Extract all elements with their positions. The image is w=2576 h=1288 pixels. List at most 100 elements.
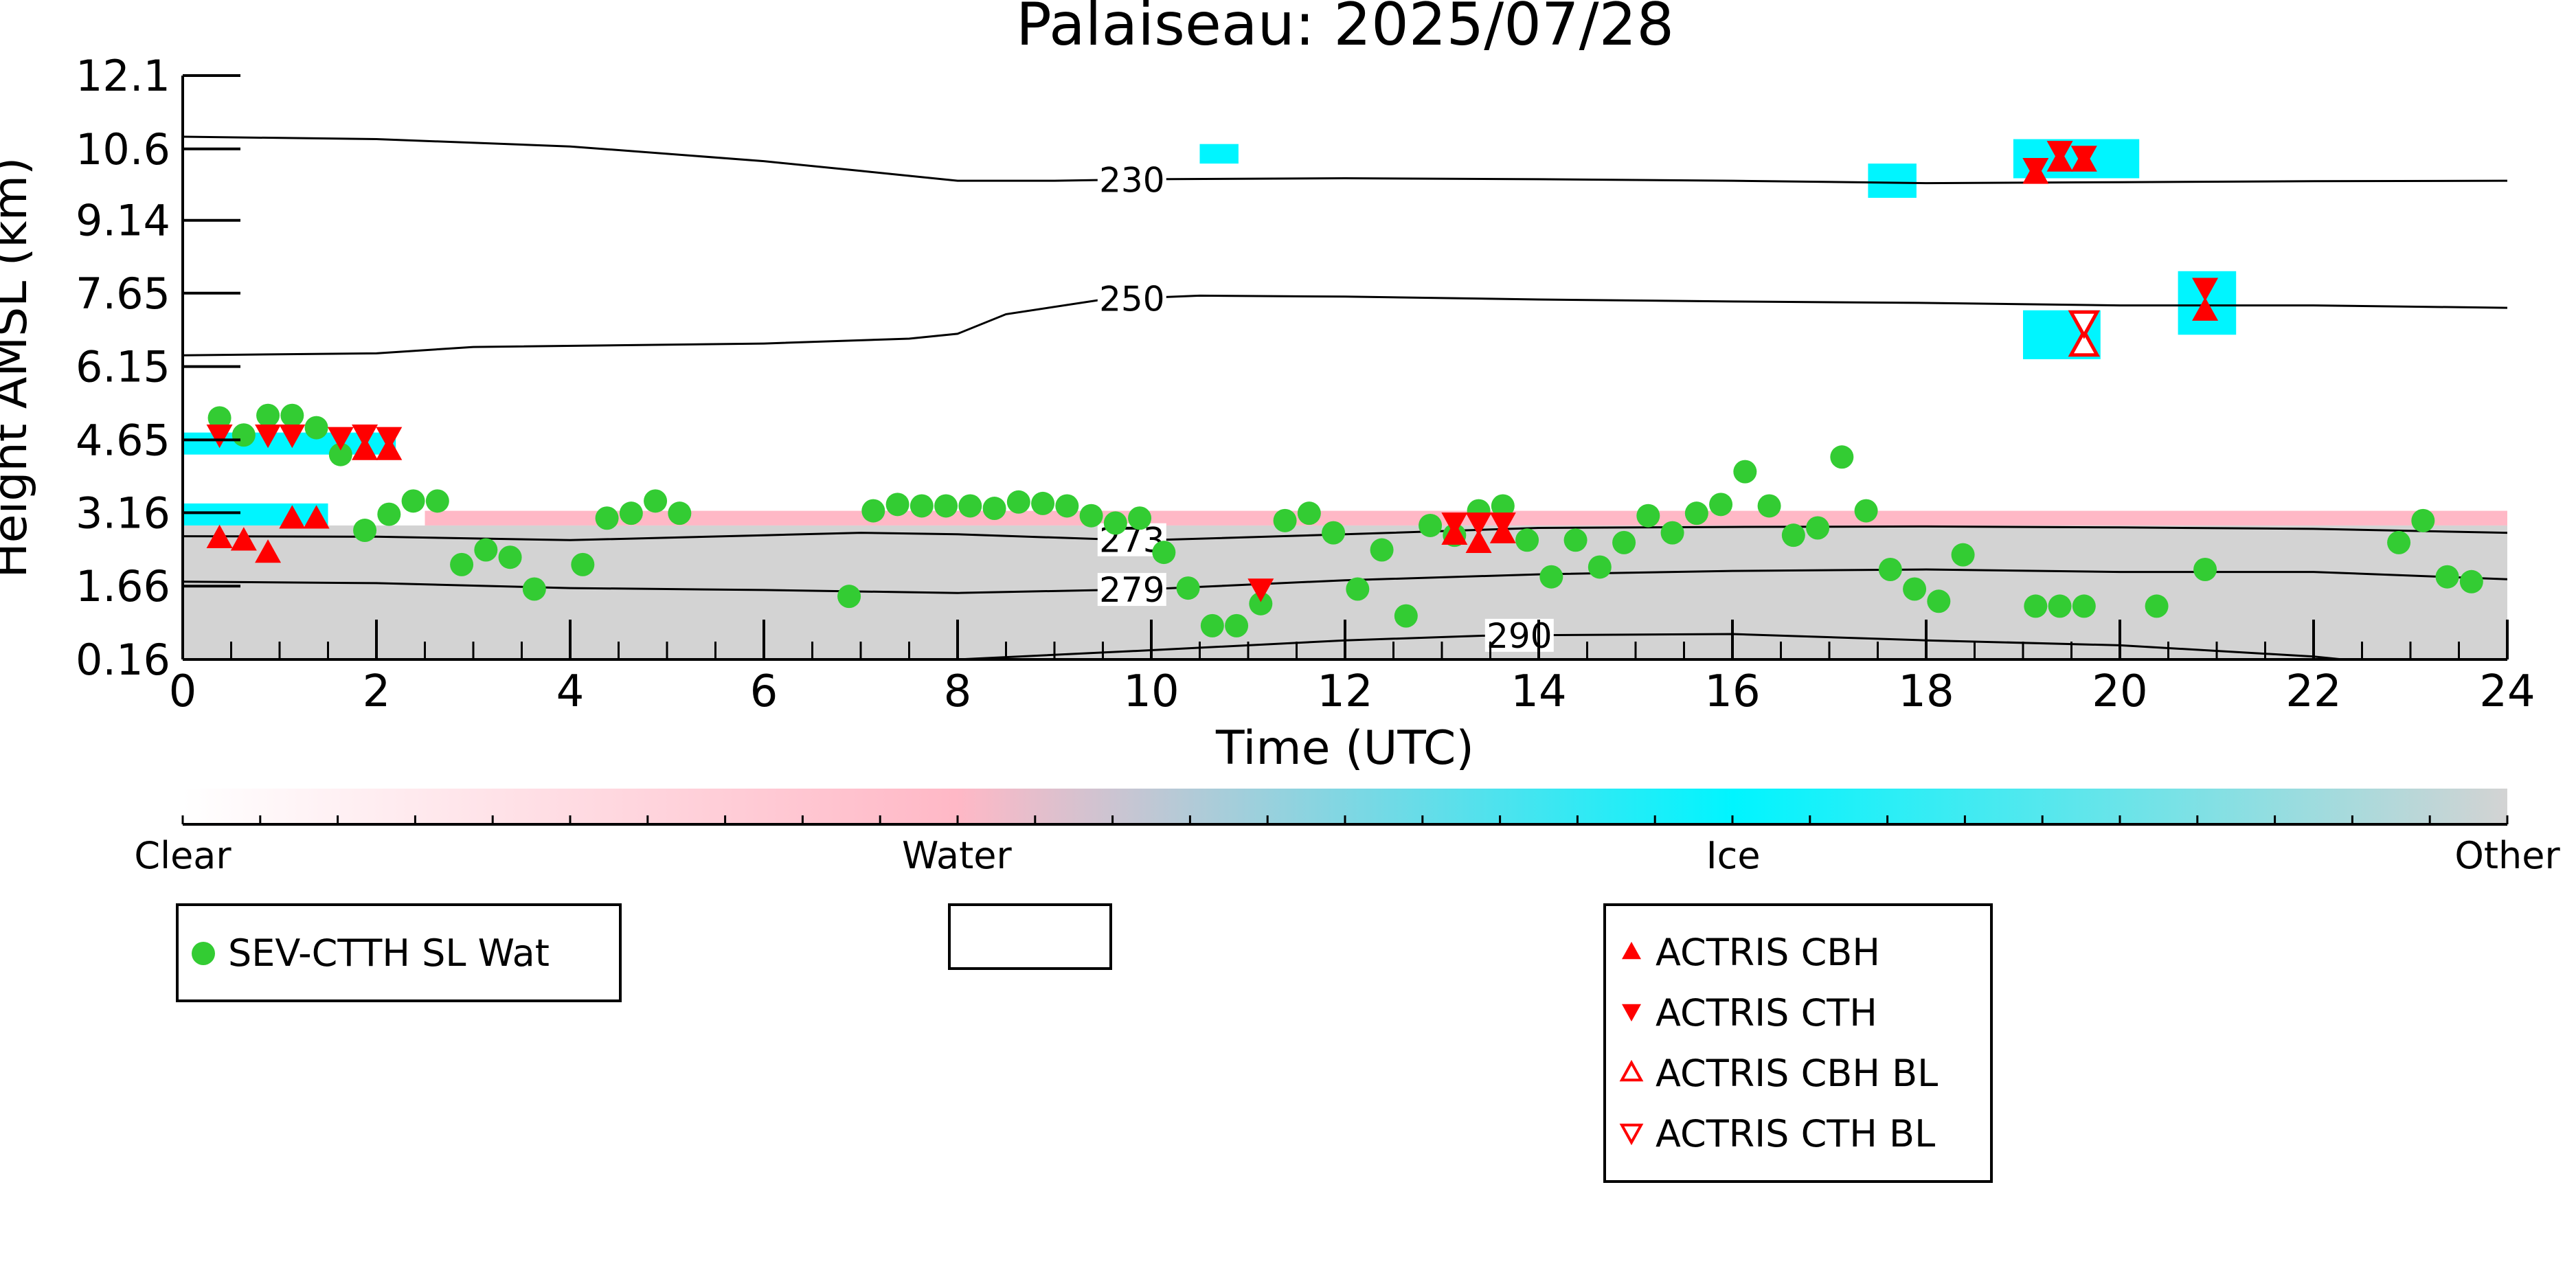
sev-ctth-sl-wat-marker xyxy=(1709,493,1733,517)
y-tick-label: 4.65 xyxy=(76,415,170,465)
sev-ctth-sl-wat-marker xyxy=(2024,594,2048,618)
sev-ctth-sl-wat-marker xyxy=(1322,521,1346,545)
isotherm-label-bg-279 xyxy=(1097,573,1166,607)
sev-ctth-sl-wat-marker xyxy=(1346,577,1370,601)
x-axis-label: Time (UTC) xyxy=(1215,721,1474,776)
x-tick-label: 10 xyxy=(1123,666,1179,717)
sev-ctth-sl-wat-marker xyxy=(1200,613,1224,637)
sev-ctth-sl-wat-marker xyxy=(571,552,595,576)
y-axis-ticks: 0.16 1.66 3.16 4.65 6.15 7.65 9.14 10.6 12.1 xyxy=(76,51,240,685)
cloud-region-ice xyxy=(1868,163,1917,198)
x-tick-label: 12 xyxy=(1317,666,1372,717)
sev-ctth-sl-wat-marker xyxy=(1419,513,1443,537)
colorbar-label-clear: Clear xyxy=(134,834,231,877)
sev-ctth-sl-wat-marker xyxy=(401,489,425,513)
sev-ctth-sl-wat-marker xyxy=(934,494,958,518)
sev-ctth-sl-wat-marker xyxy=(1249,591,1273,615)
isotherm-label-250: 250 xyxy=(1099,279,1164,319)
sev-ctth-sl-wat-marker xyxy=(619,501,643,526)
actris-cth-marker xyxy=(376,427,403,451)
legend-label-actris-cth: ACTRIS CTH xyxy=(1656,991,1877,1035)
sev-ctth-sl-wat-marker xyxy=(958,494,982,518)
sev-ctth-sl-wat-marker xyxy=(1152,541,1176,565)
legend-left: SEV-CTTH SL Wat xyxy=(176,903,622,1002)
legend-left-box xyxy=(176,903,622,1002)
y-tick-label: 1.66 xyxy=(76,561,170,611)
actris-cbh-marker xyxy=(352,436,379,460)
actris-cth-marker xyxy=(2022,158,2049,182)
sev-ctth-sl-wat-marker xyxy=(595,506,619,530)
x-tick-label: 16 xyxy=(1704,666,1760,717)
y-tick-label: 10.6 xyxy=(76,124,170,174)
legend-label-sev: SEV-CTTH SL Wat xyxy=(228,931,550,975)
x-tick-label: 18 xyxy=(1898,666,1954,717)
sev-ctth-sl-wat-marker xyxy=(1830,445,1854,469)
sev-ctth-sl-wat-marker xyxy=(2048,594,2072,618)
x-tick-label: 22 xyxy=(2285,666,2341,717)
legend-right-box xyxy=(1603,903,1993,1183)
sev-ctth-sl-wat-marker xyxy=(1006,490,1030,514)
y-tick-label: 9.14 xyxy=(76,196,170,246)
sev-ctth-sl-wat-marker xyxy=(1225,613,1249,637)
actris-cbh-marker xyxy=(279,505,306,529)
data-series xyxy=(206,141,2483,637)
legend-marker-actris-cbh-bl xyxy=(1619,1059,1644,1082)
y-axis-label: Height AMSL (km) xyxy=(0,157,38,578)
y-tick-label: 3.16 xyxy=(76,488,170,538)
actris-cbh-marker xyxy=(230,527,257,551)
x-tick-label: 20 xyxy=(2092,666,2147,717)
sev-ctth-sl-wat-marker xyxy=(1636,504,1660,528)
actris-cth-marker xyxy=(206,425,233,449)
actris-cbh-marker xyxy=(206,524,233,548)
isotherm-label-bg-290 xyxy=(1484,618,1554,652)
cloud-region-ice xyxy=(1199,144,1239,164)
sev-ctth-sl-wat-marker xyxy=(885,493,909,517)
x-tick-label: 14 xyxy=(1511,666,1566,717)
chart-title: Palaiseau: 2025/07/28 xyxy=(1016,0,1674,59)
legend-right: ACTRIS CBH ACTRIS CTH ACTRIS CBH BL ACTRIS … xyxy=(1603,903,1993,1183)
sev-ctth-sl-wat-marker xyxy=(2072,594,2096,618)
y-tick-label: 7.65 xyxy=(76,269,170,319)
legend-marker-actris-cth xyxy=(1622,1004,1641,1021)
y-tick-label: 0.16 xyxy=(76,635,170,685)
legend-label-actris-cth-bl: ACTRIS CTH BL xyxy=(1656,1112,1935,1155)
sev-ctth-sl-wat-marker xyxy=(1539,565,1563,589)
isotherm-line-279 xyxy=(183,568,2507,594)
sev-ctth-sl-wat-marker xyxy=(1079,504,1103,528)
sev-ctth-sl-wat-marker xyxy=(2435,565,2459,589)
sev-ctth-sl-wat-marker xyxy=(1297,501,1321,526)
sev-ctth-sl-wat-marker xyxy=(2387,530,2411,554)
colorbar-label-ice: Ice xyxy=(1706,834,1761,877)
sev-ctth-sl-wat-marker xyxy=(353,519,377,543)
sev-ctth-sl-wat-marker xyxy=(837,585,861,609)
sev-ctth-sl-wat-marker xyxy=(1128,506,1152,530)
sev-ctth-sl-wat-marker xyxy=(1878,558,1902,582)
sev-ctth-sl-wat-marker xyxy=(1055,494,1079,518)
sev-ctth-sl-wat-marker xyxy=(644,489,668,513)
actris-cbh-bl-marker xyxy=(2068,328,2101,357)
legend-empty-box xyxy=(948,903,1112,970)
sev-ctth-sl-wat-marker xyxy=(1927,589,1951,613)
sev-ctth-sl-wat-marker xyxy=(450,552,474,576)
actris-cbh-marker xyxy=(255,539,282,563)
actris-cbh-marker xyxy=(303,505,330,529)
sev-ctth-sl-wat-marker xyxy=(1031,491,1055,515)
actris-cth-marker xyxy=(2192,278,2219,302)
actris-cth-marker xyxy=(1441,512,1468,536)
sev-ctth-sl-wat-marker xyxy=(522,577,546,601)
x-tick-label: 0 xyxy=(169,666,197,717)
sev-ctth-sl-wat-marker xyxy=(377,502,401,526)
actris-cth-marker xyxy=(1465,512,1492,536)
actris-cth-marker xyxy=(2046,141,2073,165)
sev-ctth-sl-wat-marker xyxy=(1806,516,1830,540)
sev-ctth-sl-wat-marker xyxy=(1854,499,1878,523)
sev-ctth-sl-wat-marker xyxy=(1103,511,1127,535)
sev-ctth-sl-wat-marker xyxy=(1612,530,1636,554)
legend-marker-actris-cth-bl xyxy=(1619,1123,1644,1146)
sev-ctth-sl-wat-marker xyxy=(1951,543,1975,567)
sev-ctth-sl-wat-marker xyxy=(207,406,231,430)
actris-cth-marker xyxy=(2070,146,2097,170)
sev-ctth-sl-wat-marker xyxy=(304,416,328,440)
sev-ctth-sl-wat-marker xyxy=(1515,528,1539,552)
